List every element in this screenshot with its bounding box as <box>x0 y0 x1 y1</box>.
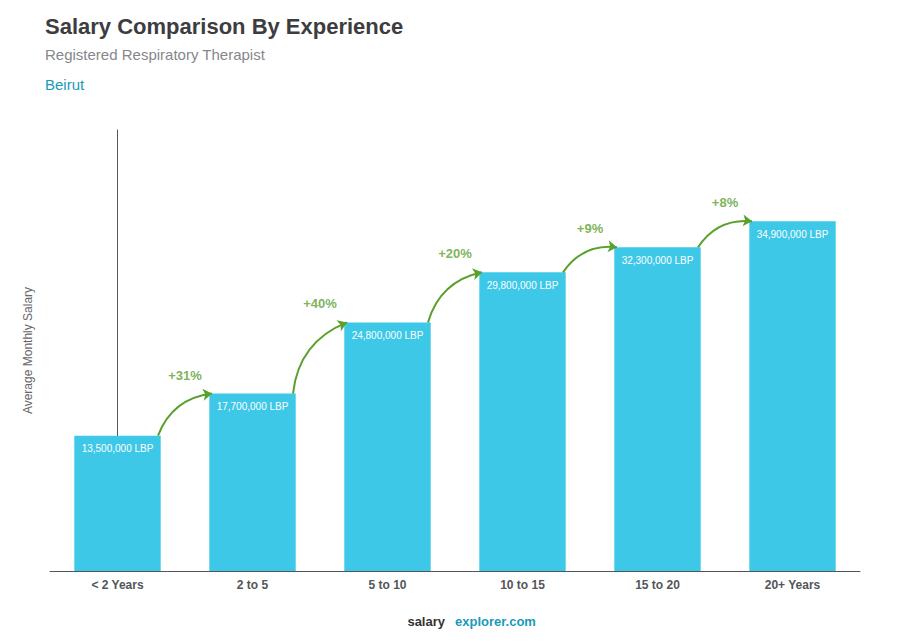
svg-text:5 to 10: 5 to 10 <box>368 578 406 592</box>
svg-text:salary: salary <box>407 614 445 629</box>
svg-text:34,900,000 LBP: 34,900,000 LBP <box>757 229 829 240</box>
svg-text:Registered Respiratory Therapi: Registered Respiratory Therapist <box>45 46 266 63</box>
svg-text:Salary Comparison By Experienc: Salary Comparison By Experience <box>45 14 403 39</box>
svg-text:32,300,000 LBP: 32,300,000 LBP <box>622 255 694 266</box>
svg-text:Average Monthly Salary: Average Monthly Salary <box>21 287 35 414</box>
svg-text:17,700,000 LBP: 17,700,000 LBP <box>217 401 289 412</box>
svg-text:24,800,000 LBP: 24,800,000 LBP <box>352 330 424 341</box>
svg-text:20+ Years: 20+ Years <box>765 578 821 592</box>
svg-text:13,500,000 LBP: 13,500,000 LBP <box>82 443 154 454</box>
svg-text:+20%: +20% <box>438 246 472 261</box>
svg-text:+9%: +9% <box>577 221 604 236</box>
svg-text:< 2 Years: < 2 Years <box>91 578 143 592</box>
svg-text:explorer.com: explorer.com <box>455 614 536 629</box>
svg-text:+8%: +8% <box>712 195 739 210</box>
svg-text:+31%: +31% <box>168 368 202 383</box>
svg-text:+40%: +40% <box>303 296 337 311</box>
svg-text:2 to 5: 2 to 5 <box>237 578 269 592</box>
svg-text:Beirut: Beirut <box>45 76 85 93</box>
svg-text:15 to 20: 15 to 20 <box>635 578 680 592</box>
svg-text:29,800,000 LBP: 29,800,000 LBP <box>487 280 559 291</box>
svg-text:10 to 15: 10 to 15 <box>500 578 545 592</box>
